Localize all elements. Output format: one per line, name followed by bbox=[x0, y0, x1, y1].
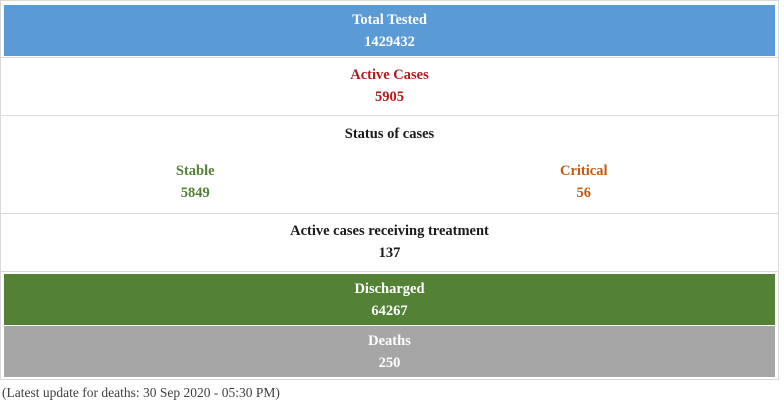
critical-column: Critical 56 bbox=[390, 160, 779, 204]
total-tested-label: Total Tested bbox=[352, 12, 427, 28]
stable-column: Stable 5849 bbox=[1, 160, 390, 204]
receiving-treatment-value: 137 bbox=[378, 245, 401, 261]
total-tested-band: Total Tested 1429432 bbox=[4, 5, 775, 56]
critical-label: Critical bbox=[559, 163, 608, 179]
discharged-value: 64267 bbox=[371, 303, 408, 319]
active-cases-row: Active Cases 5905 bbox=[1, 58, 778, 116]
stable-value: 5849 bbox=[180, 185, 210, 201]
discharged-label: Discharged bbox=[354, 281, 425, 297]
status-of-cases-header: Status of cases bbox=[344, 126, 435, 142]
deaths-band: Deaths 250 bbox=[4, 326, 775, 377]
deaths-label: Deaths bbox=[368, 333, 411, 349]
stable-label: Stable bbox=[175, 163, 215, 179]
status-columns: Stable 5849 Critical 56 bbox=[1, 160, 778, 204]
active-cases-label: Active Cases bbox=[350, 67, 429, 83]
discharged-band: Discharged 64267 bbox=[4, 274, 775, 325]
status-of-cases-row: Status of cases Stable 5849 Critical 56 bbox=[1, 116, 778, 214]
deaths-row: Deaths 250 bbox=[1, 326, 778, 377]
receiving-treatment-label: Active cases receiving treatment bbox=[290, 223, 489, 239]
deaths-update-note: (Latest update for deaths: 30 Sep 2020 -… bbox=[2, 385, 280, 400]
total-tested-row: Total Tested 1429432 bbox=[1, 5, 778, 58]
receiving-treatment-row: Active cases receiving treatment 137 bbox=[1, 214, 778, 272]
covid-stats-board: Total Tested 1429432 Active Cases 5905 S… bbox=[0, 0, 779, 380]
deaths-value: 250 bbox=[378, 355, 401, 371]
active-cases-value: 5905 bbox=[375, 89, 404, 105]
discharged-row: Discharged 64267 bbox=[1, 274, 778, 325]
total-tested-value: 1429432 bbox=[364, 34, 415, 50]
critical-value: 56 bbox=[576, 185, 592, 201]
